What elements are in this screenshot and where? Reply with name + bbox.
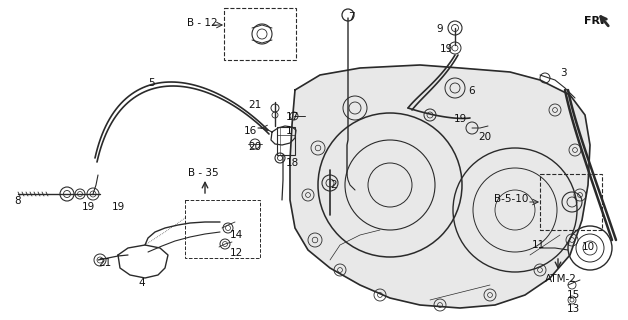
Text: 17: 17 — [286, 112, 300, 122]
Text: 8: 8 — [14, 196, 21, 206]
Text: 11: 11 — [532, 240, 545, 250]
Text: 19: 19 — [454, 114, 467, 124]
Text: 21: 21 — [98, 258, 111, 268]
Polygon shape — [290, 65, 590, 308]
Text: 10: 10 — [582, 242, 595, 252]
Text: 19: 19 — [440, 44, 453, 54]
Text: B - 35: B - 35 — [188, 168, 219, 178]
Text: 20: 20 — [478, 132, 491, 142]
Text: 9: 9 — [436, 24, 443, 34]
Bar — [277, 127, 295, 155]
Text: 6: 6 — [468, 86, 475, 96]
Text: 7: 7 — [348, 12, 355, 22]
Text: B-5-10: B-5-10 — [494, 194, 528, 204]
Text: 14: 14 — [230, 230, 243, 240]
Text: 3: 3 — [560, 68, 566, 78]
Text: 12: 12 — [230, 248, 243, 258]
Bar — [185, 200, 260, 258]
Bar — [540, 174, 602, 230]
Text: 13: 13 — [567, 304, 580, 314]
Text: 18: 18 — [286, 158, 300, 168]
Text: 4: 4 — [138, 278, 144, 288]
Text: FR.: FR. — [584, 16, 605, 26]
Bar — [224, 8, 296, 60]
Text: 1: 1 — [286, 126, 293, 136]
Text: 21: 21 — [248, 100, 261, 110]
Text: 15: 15 — [567, 290, 580, 300]
Text: 16: 16 — [244, 126, 257, 136]
Text: 2: 2 — [330, 180, 337, 190]
Text: 19: 19 — [82, 202, 95, 212]
Text: 19: 19 — [112, 202, 125, 212]
Text: 20: 20 — [248, 142, 261, 152]
Text: B - 12: B - 12 — [187, 18, 218, 28]
Text: ATM-2: ATM-2 — [545, 274, 577, 284]
Text: 5: 5 — [148, 78, 154, 88]
